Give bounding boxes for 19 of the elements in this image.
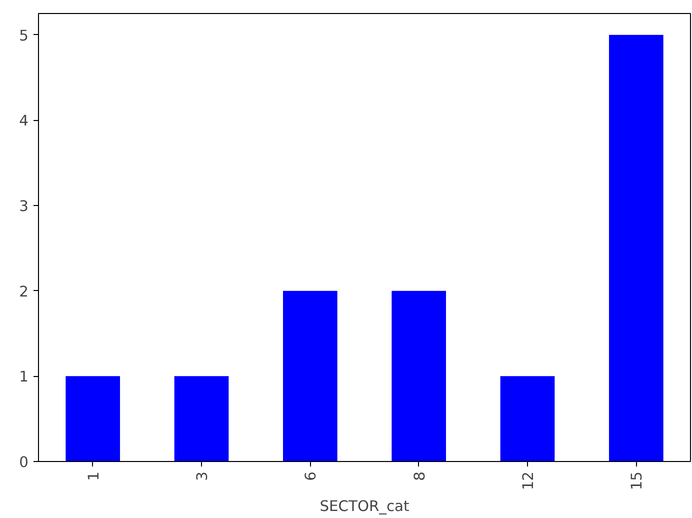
bar (500, 376, 555, 462)
y-tick-label: 1 (19, 368, 29, 386)
y-tick-label: 0 (19, 454, 29, 471)
x-tick-label: 12 (520, 471, 537, 490)
y-tick-label: 2 (19, 283, 29, 300)
bar (283, 290, 338, 462)
x-tick-label: 1 (85, 471, 102, 481)
y-tick-label: 4 (19, 112, 29, 130)
y-tick-label: 5 (19, 27, 29, 44)
bar (66, 376, 120, 462)
bar (174, 376, 229, 462)
bar (392, 290, 446, 462)
x-tick-label: 3 (194, 471, 211, 481)
x-tick-label: 8 (411, 471, 428, 481)
x-tick-label: 15 (628, 471, 646, 490)
y-tick-label: 3 (19, 198, 29, 215)
x-axis-title: SECTOR_cat (320, 498, 410, 516)
bar (609, 34, 664, 462)
x-tick-label: 6 (302, 471, 320, 481)
